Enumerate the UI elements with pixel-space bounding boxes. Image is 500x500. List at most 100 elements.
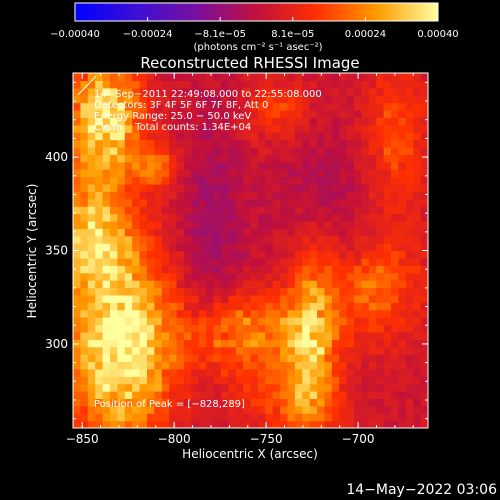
heatmap-cell — [183, 265, 192, 274]
heatmap-cell — [176, 354, 185, 363]
heatmap-cell — [220, 346, 229, 355]
heatmap-cell — [109, 405, 118, 414]
heatmap-cell — [228, 354, 237, 363]
heatmap-cell — [361, 368, 370, 377]
heatmap-cell — [339, 413, 348, 422]
heatmap-cell — [176, 154, 185, 163]
heatmap-cell — [309, 354, 318, 363]
heatmap-cell — [213, 405, 222, 414]
heatmap-cell — [95, 294, 104, 303]
heatmap-cell — [405, 169, 414, 178]
heatmap-cell — [376, 413, 385, 422]
heatmap-cell — [154, 243, 163, 252]
heatmap-cell — [317, 73, 326, 81]
heatmap-cell — [73, 169, 81, 178]
heatmap-cell — [228, 154, 237, 163]
heatmap-cell — [183, 95, 192, 104]
heatmap-cell — [339, 73, 348, 81]
heatmap-cell — [124, 154, 133, 163]
heatmap-cell — [228, 331, 237, 340]
heatmap-cell — [257, 206, 266, 215]
heatmap-cell — [361, 287, 370, 296]
heatmap-cell — [183, 250, 192, 259]
heatmap-cell — [376, 220, 385, 229]
heatmap-cell — [139, 213, 148, 222]
heatmap-cell — [220, 317, 229, 326]
heatmap-cell — [354, 368, 363, 377]
heatmap-cell — [95, 250, 104, 259]
heatmap-cell — [398, 176, 407, 185]
heatmap-cell — [309, 420, 318, 428]
heatmap-cell — [257, 398, 266, 407]
heatmap-cell — [235, 339, 244, 348]
heatmap-cell — [176, 361, 185, 370]
heatmap-cell — [324, 139, 333, 148]
heatmap-cell — [272, 405, 281, 414]
heatmap-cell — [235, 146, 244, 155]
heatmap-cell — [287, 87, 296, 96]
heatmap-cell — [391, 302, 400, 311]
heatmap-cell — [161, 302, 170, 311]
heatmap-cell — [331, 102, 340, 111]
heatmap-cell — [95, 383, 104, 392]
heatmap-cell — [80, 368, 89, 377]
heatmap-cell — [102, 220, 111, 229]
heatmap-cell — [287, 257, 296, 266]
heatmap-cell — [309, 102, 318, 111]
heatmap-cell — [132, 413, 141, 422]
heatmap-cell — [154, 309, 163, 318]
heatmap-cell — [302, 95, 311, 104]
heatmap-cell — [220, 132, 229, 141]
heatmap-cell — [124, 265, 133, 274]
heatmap-cell — [280, 361, 289, 370]
heatmap-cell — [272, 139, 281, 148]
heatmap-cell — [183, 280, 192, 289]
heatmap-cell — [109, 294, 118, 303]
heatmap-cell — [191, 294, 200, 303]
heatmap-cell — [331, 161, 340, 170]
heatmap-cell — [206, 354, 215, 363]
heatmap-cell — [405, 109, 414, 118]
heatmap-cell — [339, 420, 348, 428]
heatmap-cell — [287, 235, 296, 244]
heatmap-cell — [265, 309, 274, 318]
heatmap-cell — [109, 80, 118, 89]
heatmap-cell — [339, 309, 348, 318]
heatmap-cell — [376, 132, 385, 141]
heatmap-cell — [124, 206, 133, 215]
heatmap-cell — [161, 117, 170, 126]
heatmap-cell — [287, 198, 296, 207]
heatmap-cell — [117, 73, 126, 81]
heatmap-cell — [73, 391, 81, 400]
heatmap-cell — [183, 331, 192, 340]
heatmap-cell — [161, 183, 170, 192]
colorbar-tick-label: 0.00040 — [417, 29, 458, 40]
heatmap-cell — [235, 169, 244, 178]
heatmap-cell — [132, 102, 141, 111]
heatmap-cell — [220, 420, 229, 428]
heatmap-cell — [361, 154, 370, 163]
heatmap-cell — [324, 102, 333, 111]
heatmap-cell — [102, 420, 111, 428]
heatmap-cell — [272, 228, 281, 237]
heatmap-cell — [250, 405, 259, 414]
heatmap-cell — [405, 294, 414, 303]
heatmap-cell — [109, 161, 118, 170]
heatmap-cell — [235, 354, 244, 363]
heatmap-cell — [161, 294, 170, 303]
heatmap-cell — [265, 220, 274, 229]
heatmap-cell — [213, 220, 222, 229]
heatmap-cell — [331, 80, 340, 89]
heatmap-cell — [272, 243, 281, 252]
heatmap-cell — [73, 87, 81, 96]
heatmap-cell — [109, 124, 118, 133]
heatmap-cell — [206, 139, 215, 148]
heatmap-cell — [368, 191, 377, 200]
heatmap-cell — [309, 317, 318, 326]
heatmap-cell — [146, 87, 155, 96]
heatmap-cell — [354, 309, 363, 318]
heatmap-cell — [280, 169, 289, 178]
heatmap-cell — [398, 198, 407, 207]
heatmap-cell — [376, 95, 385, 104]
heatmap-cell — [331, 361, 340, 370]
